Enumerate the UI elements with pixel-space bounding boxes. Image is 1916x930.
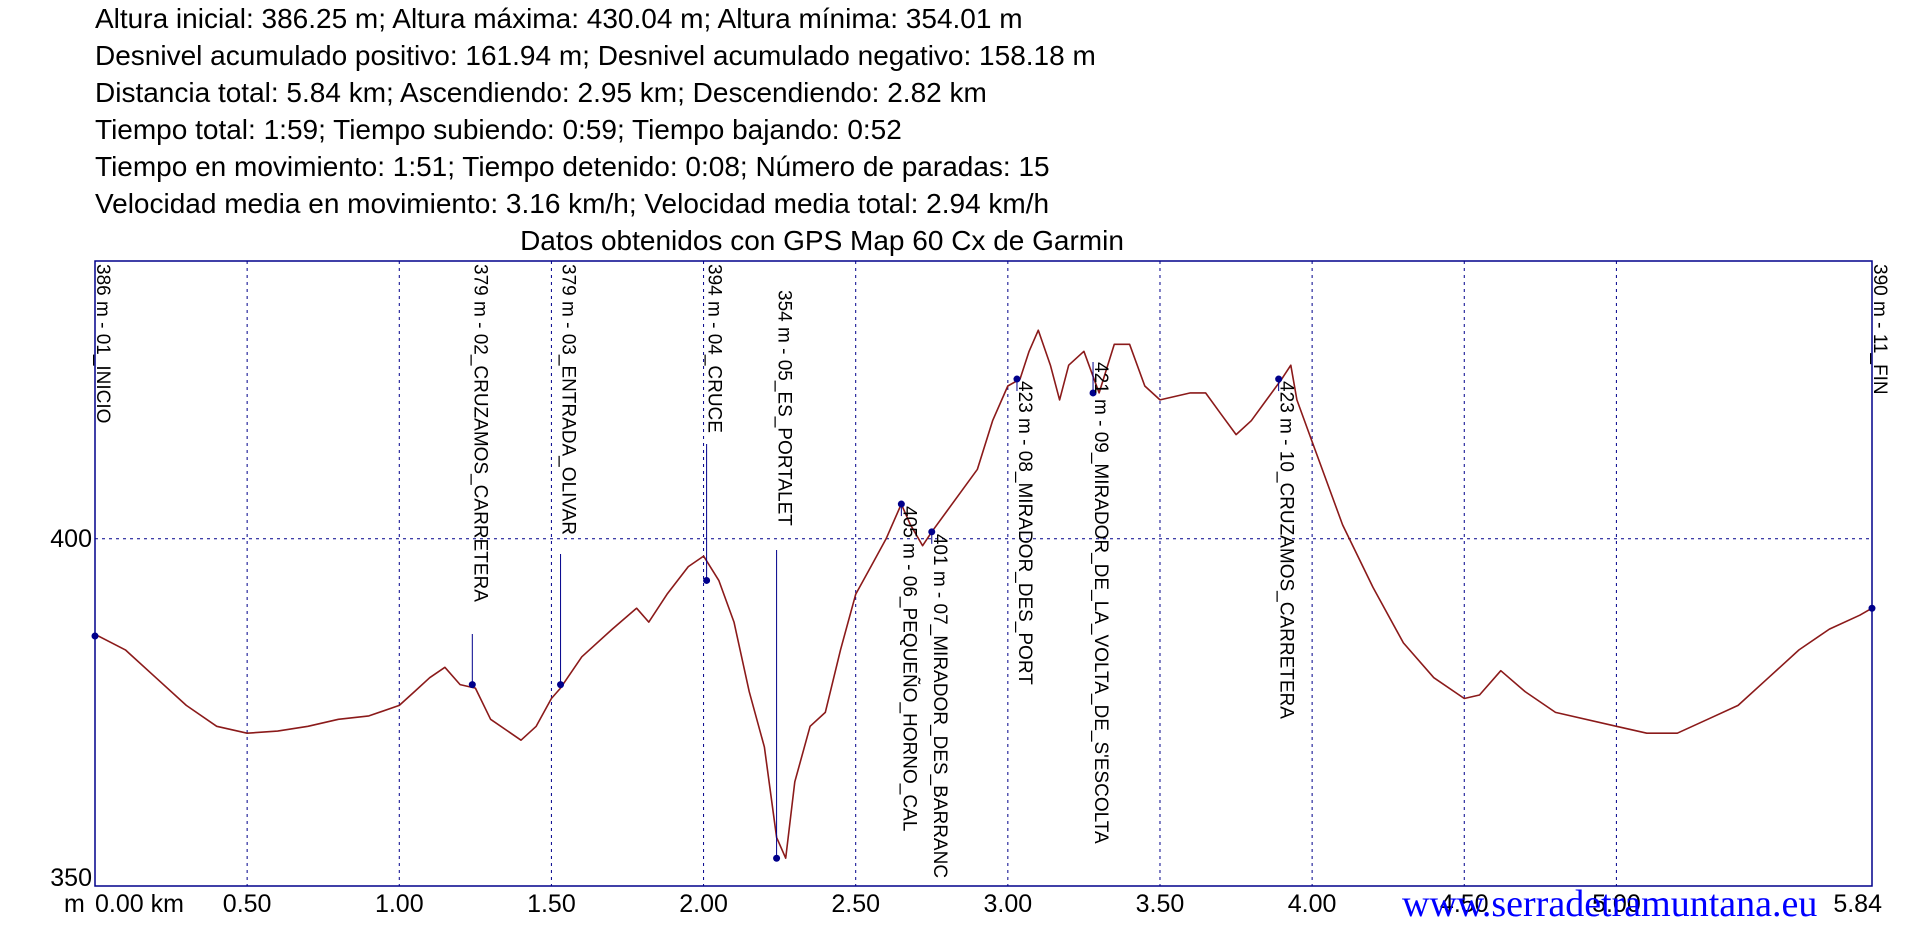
stats-line-6: Velocidad media en movimiento: 3.16 km/h… xyxy=(95,188,1050,219)
x-tick-label: 3.50 xyxy=(1136,890,1185,918)
waypoint-marker xyxy=(91,632,99,640)
stats-block: Altura inicial: 386.25 m; Altura máxima:… xyxy=(95,0,1096,222)
waypoint-marker xyxy=(468,681,476,689)
waypoint-label: 379 m - 03_ENTRADA_OLIVAR xyxy=(558,264,579,535)
x-tick-label: 4.50 xyxy=(1440,890,1489,918)
waypoint-label: 394 m - 04_CRUCE xyxy=(704,264,725,433)
grid xyxy=(95,261,1872,886)
waypoint-marker xyxy=(557,681,565,689)
waypoint-label: 421 m - 09_MIRADOR_DE_LA_VOLTA_DE_S'ESCO… xyxy=(1090,362,1111,844)
stats-line-5: Tiempo en movimiento: 1:51; Tiempo deten… xyxy=(95,151,1050,182)
stats-line-3: Distancia total: 5.84 km; Ascendiendo: 2… xyxy=(95,77,987,108)
axis-ticks: 0.00 km 0.50 1.00 1.50 2.00 2.50 3.00 3.50 4.00 4… xyxy=(50,525,1882,918)
waypoint-marker xyxy=(897,500,905,508)
elevation-line xyxy=(94,329,1873,860)
x-tick-label: 2.50 xyxy=(831,890,880,918)
stats-line-1: Altura inicial: 386.25 m; Altura máxima:… xyxy=(95,3,1023,34)
stats-line-4: Tiempo total: 1:59; Tiempo subiendo: 0:5… xyxy=(95,114,902,145)
waypoint-marker xyxy=(928,528,936,536)
x-tick-label: 5.84 xyxy=(1833,890,1882,918)
profile-series xyxy=(94,329,1873,860)
waypoint-label: 379 m - 02_CRUZAMOS_CARRETERA xyxy=(469,264,490,602)
plot-frame xyxy=(94,260,1873,887)
x-tick-label: 0.50 xyxy=(223,890,272,918)
x-tick-label: 4.00 xyxy=(1288,890,1337,918)
waypoint-label: 390 m - 11_FIN xyxy=(1869,264,1890,395)
waypoint-label: 401 m - 07_MIRADOR_DES_BARRANC xyxy=(929,534,950,878)
waypoint-marker xyxy=(703,576,711,584)
waypoint-marker xyxy=(1013,375,1021,383)
waypoint-label: 354 m - 05_ES_PORTALET xyxy=(774,290,795,526)
x-tick-label: 1.50 xyxy=(527,890,576,918)
x-tick-label: 5.00 xyxy=(1592,890,1641,918)
y-tick-label: 400 xyxy=(50,525,92,553)
x-axis-unit-label: m xyxy=(64,890,85,918)
waypoint-marker xyxy=(1275,375,1283,383)
watermark: www.serradetramuntana.eu xyxy=(1402,883,1817,925)
stats-line-2: Desnivel acumulado positivo: 161.94 m; D… xyxy=(95,40,1096,71)
waypoints: 386 m - 01_INICIO 379 m - 02_CRUZAMOS_CAR… xyxy=(91,264,1890,878)
chart-title: Datos obtenidos con GPS Map 60 Cx de Gar… xyxy=(520,225,1124,256)
y-tick-label: 350 xyxy=(50,864,92,892)
waypoint-marker xyxy=(1089,389,1097,397)
waypoint-marker xyxy=(1868,604,1876,612)
waypoint-label: 405 m - 06_PEQUEÑO_HORNO_CAL xyxy=(898,506,920,831)
waypoint-label: 386 m - 01_INICIO xyxy=(92,264,113,423)
x-tick-label: 1.00 xyxy=(375,890,424,918)
x-tick-label: 2.00 xyxy=(679,890,728,918)
waypoint-label: 423 m - 10_CRUZAMOS_CARRETERA xyxy=(1276,381,1297,719)
x-tick-label: 0.00 km xyxy=(95,890,184,918)
x-tick-label: 3.00 xyxy=(984,890,1033,918)
waypoint-marker xyxy=(773,854,781,862)
waypoint-label: 423 m - 08_MIRADOR_DES_PORT xyxy=(1014,381,1035,685)
